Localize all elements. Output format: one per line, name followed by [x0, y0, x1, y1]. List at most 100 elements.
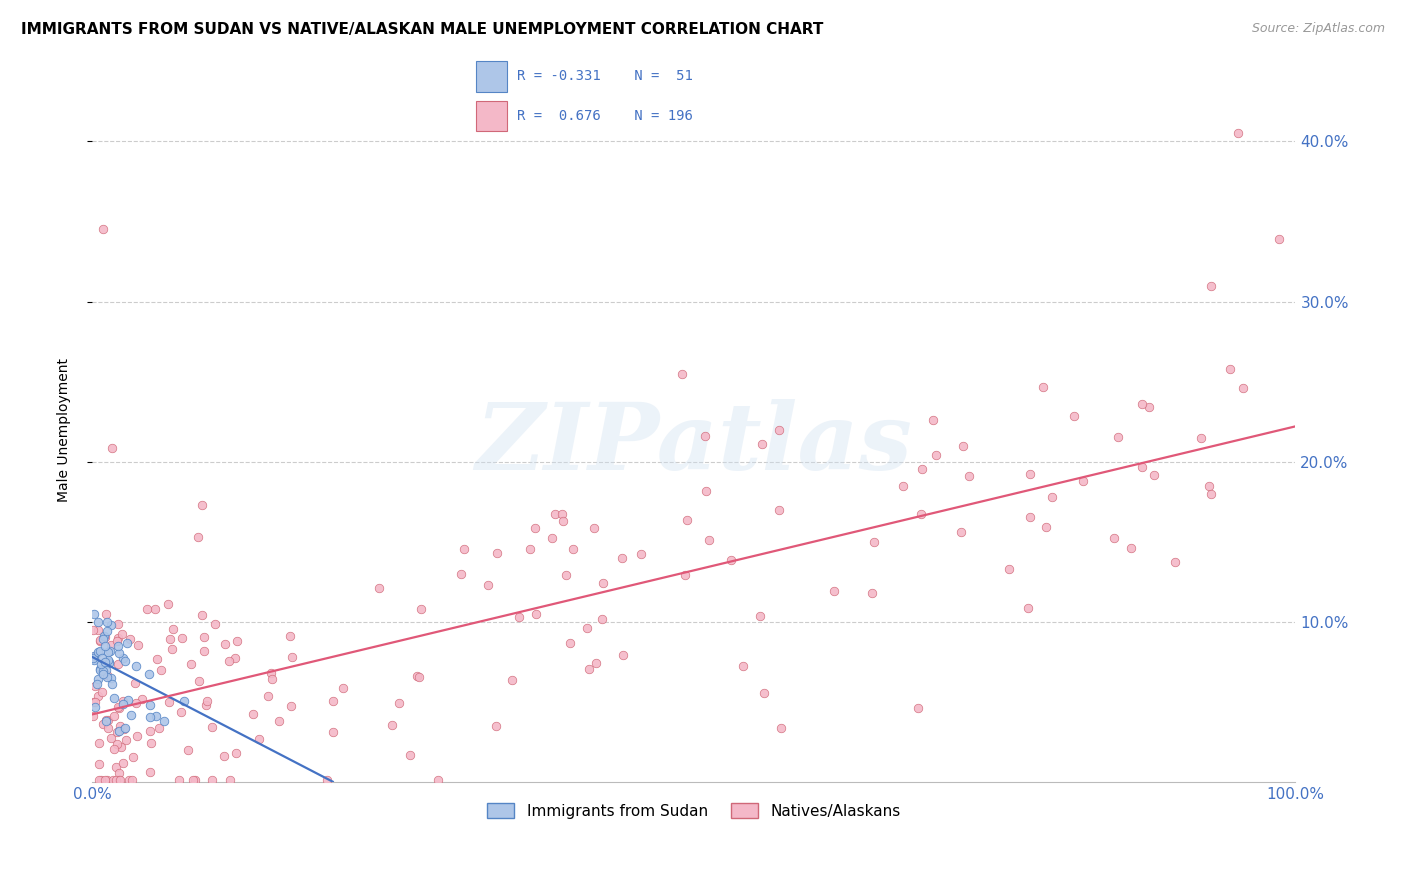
Point — [97, 656, 120, 670]
Point — [96, 607, 118, 621]
Point — [146, 651, 169, 665]
Point — [193, 630, 215, 644]
Point — [181, 773, 204, 788]
Point — [91, 664, 114, 678]
Point — [104, 760, 127, 774]
Point — [121, 773, 143, 788]
Point — [610, 550, 633, 565]
Point — [1130, 397, 1153, 411]
Point — [94, 639, 117, 653]
Point — [388, 697, 411, 711]
Point — [585, 657, 607, 671]
Point — [1226, 127, 1249, 141]
Point — [1130, 460, 1153, 475]
Point — [1040, 490, 1063, 504]
Point — [108, 719, 131, 733]
Point — [91, 651, 114, 665]
Point — [91, 716, 114, 731]
Point — [218, 773, 240, 788]
Point — [922, 413, 945, 427]
Point — [87, 689, 110, 703]
Point — [83, 649, 105, 664]
Point — [97, 721, 120, 735]
Point — [1232, 381, 1254, 395]
Point — [100, 618, 122, 632]
Point — [84, 695, 107, 709]
Point — [242, 707, 264, 722]
Point — [110, 773, 132, 788]
Point — [125, 696, 148, 710]
Point — [105, 725, 128, 739]
Point — [411, 601, 433, 615]
Point — [1018, 509, 1040, 524]
Point — [145, 709, 167, 723]
Point — [212, 749, 235, 764]
Point — [224, 651, 246, 665]
Point — [82, 623, 104, 637]
Point — [925, 449, 948, 463]
Point — [89, 644, 111, 658]
Point — [97, 644, 120, 658]
Point — [1035, 520, 1057, 534]
Text: R =  0.676    N = 196: R = 0.676 N = 196 — [516, 109, 692, 123]
Point — [90, 657, 112, 672]
Point — [172, 631, 194, 645]
Point — [159, 632, 181, 646]
Point — [823, 583, 845, 598]
Text: R = -0.331    N =  51: R = -0.331 N = 51 — [516, 69, 692, 83]
Point — [105, 634, 128, 648]
Point — [139, 698, 162, 712]
Point — [100, 639, 122, 653]
Point — [108, 646, 131, 660]
Point — [1198, 479, 1220, 493]
Point — [187, 530, 209, 544]
Point — [111, 651, 134, 665]
Point — [91, 632, 114, 647]
Point — [501, 673, 523, 688]
Point — [111, 627, 134, 641]
Point — [82, 695, 104, 709]
Point — [278, 629, 301, 643]
Point — [100, 731, 122, 745]
Point — [139, 765, 162, 780]
Point — [110, 739, 132, 754]
Point — [136, 602, 159, 616]
Point — [1143, 468, 1166, 483]
Point — [84, 700, 107, 714]
Point — [101, 677, 124, 691]
Point — [910, 508, 932, 522]
Point — [97, 713, 120, 727]
Point — [187, 673, 209, 688]
Point — [675, 513, 697, 527]
Point — [950, 524, 973, 539]
Point — [551, 514, 574, 528]
Point — [1032, 379, 1054, 393]
Point — [1018, 467, 1040, 482]
Point — [952, 439, 974, 453]
Point — [115, 733, 138, 747]
Point — [138, 710, 160, 724]
Point — [204, 617, 226, 632]
Point — [112, 694, 135, 708]
Point — [148, 721, 170, 735]
Point — [93, 628, 115, 642]
Point — [891, 479, 914, 493]
Point — [170, 706, 193, 720]
Text: IMMIGRANTS FROM SUDAN VS NATIVE/ALASKAN MALE UNEMPLOYMENT CORRELATION CHART: IMMIGRANTS FROM SUDAN VS NATIVE/ALASKAN … — [21, 22, 824, 37]
Text: ZIPatlas: ZIPatlas — [475, 399, 912, 489]
Point — [193, 644, 215, 658]
Point — [281, 649, 304, 664]
Point — [749, 608, 772, 623]
Point — [83, 607, 105, 621]
Point — [541, 531, 564, 545]
Point — [218, 654, 240, 668]
Point — [83, 653, 105, 667]
Point — [89, 756, 111, 771]
Point — [332, 681, 354, 696]
Point — [167, 773, 190, 788]
Point — [82, 651, 104, 665]
Point — [108, 765, 131, 780]
Point — [101, 442, 124, 456]
Point — [562, 541, 585, 556]
Point — [107, 639, 129, 653]
